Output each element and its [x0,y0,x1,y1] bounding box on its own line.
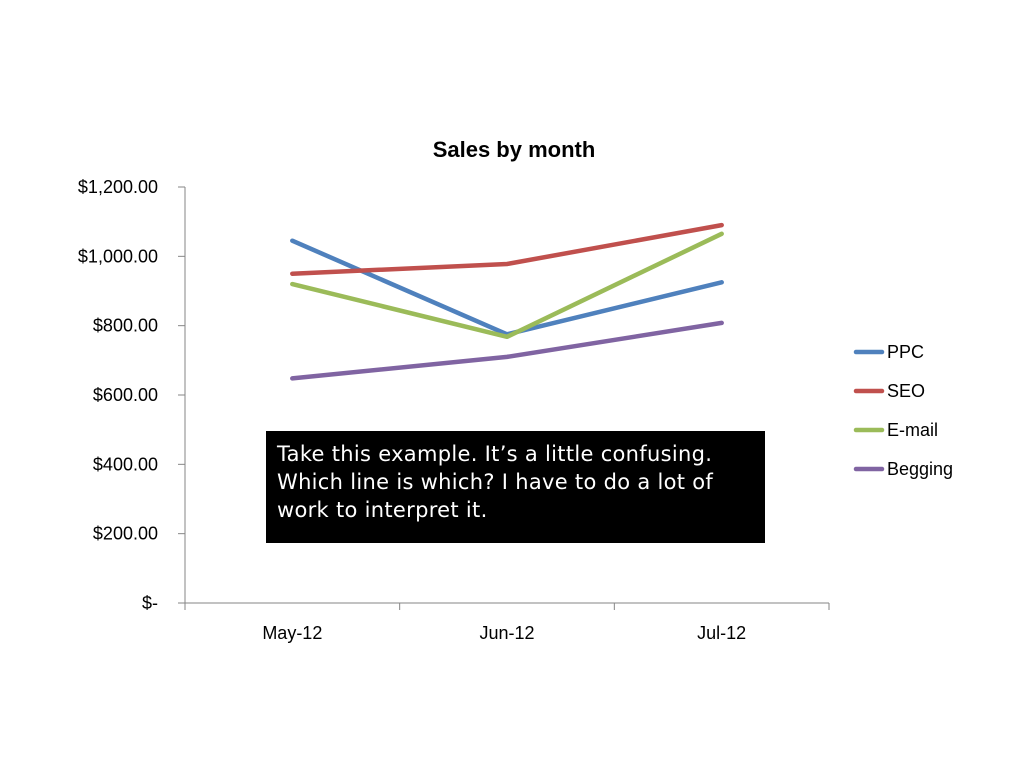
series-line-begging [290,320,724,381]
y-tick-label: $- [142,593,158,613]
y-tick-label: $1,000.00 [78,246,158,266]
y-tick-label: $800.00 [93,316,158,336]
callout-box: Take this example. It’s a little confusi… [266,431,765,543]
y-tick-label: $400.00 [93,454,158,474]
x-tick-label: Jun-12 [479,623,534,643]
y-tick-label: $200.00 [93,524,158,544]
callout-text: Take this example. It’s a little confusi… [277,442,714,522]
legend-label-begging: Begging [887,459,953,479]
axes: $- $200.00 $400.00 $600.00 $800.00 $1,000.00 $… [78,177,830,643]
series-line-e-mail [290,231,724,340]
series-line-seo [290,222,724,276]
legend-label-seo: SEO [887,381,925,401]
series-lines [290,222,724,381]
y-tick-label: $1,200.00 [78,177,158,197]
legend-label-e-mail: E-mail [887,420,938,440]
legend: PPC SEO E-mail Begging [853,342,953,479]
y-tick-label: $600.00 [93,385,158,405]
chart-title: Sales by month [433,137,596,162]
legend-label-ppc: PPC [887,342,924,362]
series-line-ppc [290,238,724,337]
x-tick-label: May-12 [262,623,322,643]
x-tick-label: Jul-12 [697,623,746,643]
